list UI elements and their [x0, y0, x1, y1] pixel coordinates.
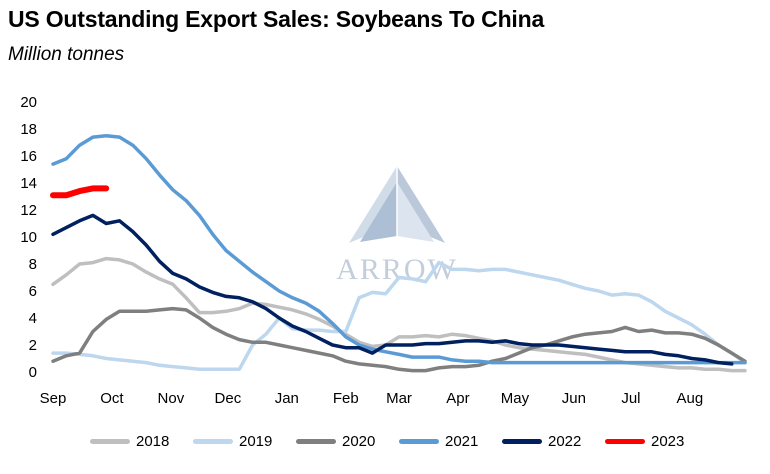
legend-swatch: [90, 438, 130, 444]
legend-label: 2023: [651, 432, 685, 450]
y-tick-label: 18: [20, 121, 37, 138]
legend-swatch: [502, 438, 542, 444]
legend-item-2023: 2023: [605, 430, 684, 452]
x-tick-label: Jul: [621, 390, 640, 407]
y-tick-label: 6: [29, 283, 37, 300]
y-tick-label: 0: [29, 364, 37, 381]
legend-label: 2018: [136, 432, 170, 450]
legend-item-2018: 2018: [90, 430, 169, 452]
legend-swatch: [193, 438, 233, 444]
y-tick-label: 14: [20, 175, 37, 192]
x-tick-label: Nov: [158, 390, 185, 407]
legend-item-2020: 2020: [296, 430, 375, 452]
legend-label: 2019: [239, 432, 273, 450]
watermark-logo: ARROW: [336, 166, 456, 286]
x-tick-label: Jun: [562, 390, 586, 407]
x-tick-label: Dec: [215, 390, 242, 407]
series-line-2020: [51, 306, 747, 373]
series-line-2021: [51, 134, 747, 365]
x-tick-label: Mar: [386, 390, 412, 407]
y-tick-label: 8: [29, 256, 37, 273]
legend-label: 2021: [445, 432, 479, 450]
legend-label: 2022: [548, 432, 582, 450]
series-line-2022: [51, 213, 734, 366]
y-tick-label: 12: [20, 202, 37, 219]
axes: 0 2 4 6 8 10 12 14 16 18 20 Sep Oct Nov Dec Jan Feb Mar Ap…: [20, 94, 703, 407]
legend-swatch: [296, 438, 336, 444]
legend-swatch: [399, 438, 439, 444]
x-tick-label: Aug: [677, 390, 704, 407]
series-line-2023: [50, 185, 110, 199]
legend-label: 2020: [342, 432, 376, 450]
y-tick-label: 16: [20, 148, 37, 165]
y-tick-label: 20: [20, 94, 37, 111]
legend-swatch: [605, 438, 645, 444]
x-tick-label: Sep: [40, 390, 67, 407]
x-tick-label: Oct: [100, 390, 124, 407]
legend-item-2021: 2021: [399, 430, 478, 452]
series-layer: [50, 134, 747, 373]
y-tick-label: 10: [20, 229, 37, 246]
x-tick-label: Feb: [333, 390, 359, 407]
x-tick-label: Apr: [446, 390, 469, 407]
legend: 2018 2019 2020 2021 2022 2023: [0, 430, 770, 452]
x-tick-label: Jan: [275, 390, 299, 407]
legend-item-2022: 2022: [502, 430, 581, 452]
y-tick-label: 2: [29, 337, 37, 354]
legend-item-2019: 2019: [193, 430, 272, 452]
x-tick-label: May: [501, 390, 530, 407]
series-line-2019: [51, 260, 747, 372]
chart-title: US Outstanding Export Sales: Soybeans To…: [8, 6, 545, 32]
chart-subtitle: Million tonnes: [8, 44, 125, 65]
y-tick-label: 4: [29, 310, 37, 327]
